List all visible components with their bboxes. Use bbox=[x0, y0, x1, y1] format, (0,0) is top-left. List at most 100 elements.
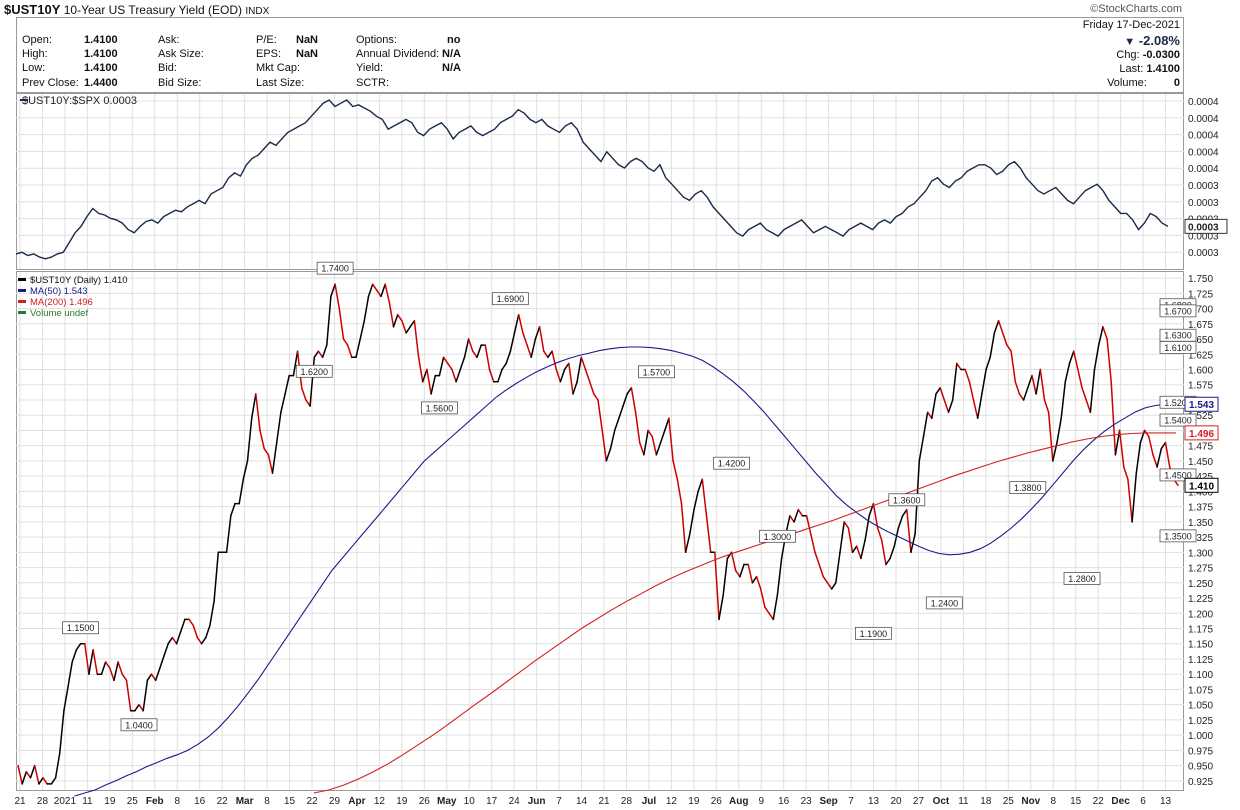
price-segment bbox=[225, 515, 232, 554]
ma200-line bbox=[313, 432, 1176, 794]
ratio-panel-frame bbox=[16, 93, 1184, 270]
price-segment bbox=[1093, 344, 1100, 371]
price-segment bbox=[826, 582, 833, 590]
price-segment bbox=[1085, 399, 1092, 413]
price-y-tick: 1.700 bbox=[1188, 305, 1213, 316]
price-segment bbox=[638, 441, 645, 456]
price-segment bbox=[417, 356, 424, 383]
price-segment bbox=[1077, 368, 1083, 389]
price-segment bbox=[885, 557, 891, 566]
price-segment bbox=[100, 661, 107, 675]
ratio-y-tick: 0.0004 bbox=[1188, 114, 1219, 125]
low-label: Low: bbox=[22, 62, 46, 74]
price-segment bbox=[359, 320, 366, 340]
ratio-line bbox=[15, 99, 1169, 260]
price-segment bbox=[1014, 380, 1021, 395]
price-segment bbox=[50, 777, 57, 785]
price-segment bbox=[58, 710, 65, 755]
price-segment bbox=[1010, 350, 1017, 383]
price-segment bbox=[342, 338, 349, 346]
x-tick-label: Sep bbox=[819, 796, 837, 807]
price-segment bbox=[730, 551, 737, 572]
price-segment bbox=[1006, 344, 1012, 352]
annotation-box bbox=[295, 364, 333, 378]
annotation-box bbox=[925, 596, 963, 610]
price-segment bbox=[643, 429, 649, 456]
price-segment bbox=[305, 399, 311, 407]
price-segment bbox=[250, 393, 257, 420]
eps-label: EPS: bbox=[256, 48, 282, 60]
price-segment bbox=[125, 679, 132, 712]
x-tick-label: 28 bbox=[621, 796, 633, 807]
price-segment bbox=[689, 508, 695, 535]
x-tick-label: Oct bbox=[933, 796, 950, 807]
x-tick-label: Jul bbox=[642, 796, 657, 807]
price-segment bbox=[964, 368, 971, 383]
price-segment bbox=[246, 417, 253, 462]
price-segment bbox=[92, 649, 99, 675]
x-tick-label: 12 bbox=[666, 796, 678, 807]
price-segment bbox=[192, 624, 199, 639]
price-segment bbox=[684, 533, 691, 554]
price-segment bbox=[1043, 399, 1050, 413]
price-y-tick: 1.400 bbox=[1188, 487, 1213, 498]
price-segment bbox=[584, 368, 591, 383]
price-segment bbox=[568, 362, 574, 395]
x-tick-label: 22 bbox=[306, 796, 318, 807]
price-segment bbox=[175, 630, 182, 645]
price-segment bbox=[935, 387, 941, 395]
annotation-box bbox=[759, 529, 796, 543]
price-segment bbox=[1102, 326, 1108, 340]
options-label: Options: bbox=[356, 34, 397, 46]
legend-label: MA(200) 1.496 bbox=[30, 297, 93, 308]
x-tick-label: 24 bbox=[509, 796, 521, 807]
price-segment bbox=[647, 429, 653, 438]
price-segment bbox=[751, 575, 758, 584]
bid-label: Bid: bbox=[158, 62, 177, 74]
price-segment bbox=[263, 447, 270, 456]
price-segment bbox=[200, 636, 207, 645]
price-segment bbox=[421, 368, 428, 383]
price-y-tick: 1.250 bbox=[1188, 579, 1213, 590]
x-tick-label: 20 bbox=[890, 796, 902, 807]
price-segment bbox=[209, 600, 215, 627]
price-segment bbox=[789, 515, 795, 523]
price-segment bbox=[534, 326, 541, 340]
change-pct: -2.08% bbox=[1138, 33, 1180, 48]
price-segment bbox=[576, 356, 583, 383]
price-segment bbox=[154, 667, 161, 682]
ma50-last-box bbox=[1184, 396, 1219, 412]
price-segment bbox=[230, 502, 236, 517]
price-segment bbox=[517, 313, 524, 334]
price-segment bbox=[167, 636, 174, 645]
price-y-tick: 1.525 bbox=[1188, 411, 1213, 422]
price-segment bbox=[330, 283, 336, 298]
price-segment bbox=[1156, 447, 1163, 468]
price-segment bbox=[810, 533, 816, 554]
price-y-tick: 0.975 bbox=[1188, 746, 1213, 757]
price-segment bbox=[943, 399, 950, 413]
x-tick-label: 11 bbox=[958, 796, 969, 807]
annotation-label: 1.6900 bbox=[497, 294, 525, 304]
price-segment bbox=[313, 350, 320, 359]
price-segment bbox=[864, 515, 870, 541]
price-segment bbox=[918, 435, 925, 462]
bid-size-label: Bid Size: bbox=[158, 77, 202, 89]
price-segment bbox=[893, 527, 900, 547]
price-y-tick: 1.075 bbox=[1188, 685, 1213, 696]
price-segment bbox=[463, 338, 470, 359]
price-segment bbox=[847, 527, 854, 554]
x-tick-label: Dec bbox=[1111, 796, 1130, 807]
x-tick-label: 19 bbox=[688, 796, 700, 807]
price-segment bbox=[1068, 350, 1075, 365]
price-segment bbox=[764, 606, 770, 615]
annotation-box bbox=[1009, 481, 1047, 494]
chg-value: -0.0300 bbox=[1142, 49, 1180, 61]
price-segment bbox=[488, 368, 495, 383]
x-tick-label: 26 bbox=[711, 796, 723, 807]
x-tick-label: 2021 bbox=[54, 796, 77, 807]
brand[interactable]: ©StockCharts.com bbox=[1090, 3, 1182, 15]
annotation-label: 1.5200 bbox=[1164, 398, 1192, 408]
legend-label: MA(50) 1.543 bbox=[30, 286, 88, 297]
price-y-tick: 1.000 bbox=[1188, 731, 1213, 742]
